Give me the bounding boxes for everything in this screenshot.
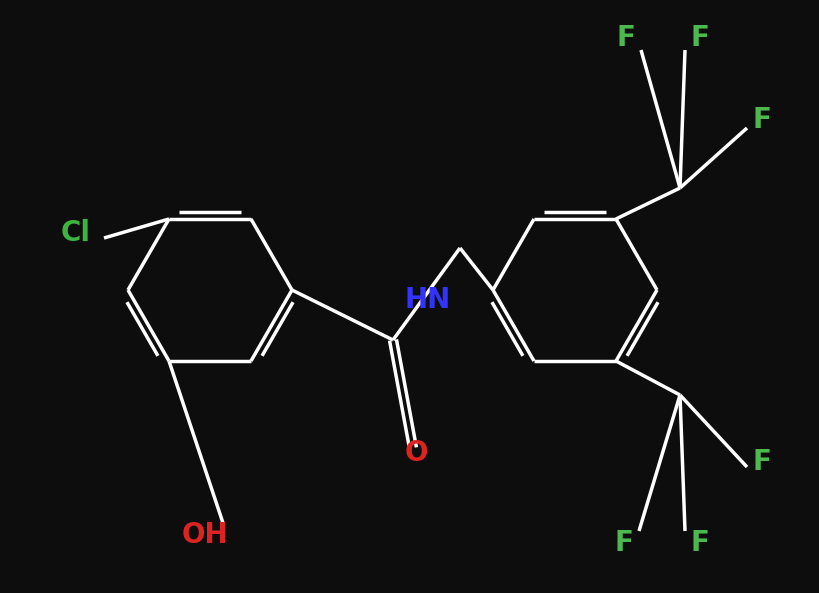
Text: F: F [752,106,771,134]
Text: HN: HN [405,286,450,314]
Text: F: F [690,24,708,52]
Text: F: F [613,529,632,557]
Text: F: F [752,448,771,476]
Text: F: F [616,24,635,52]
Text: O: O [404,439,428,467]
Text: OH: OH [182,521,228,549]
Text: F: F [690,529,708,557]
Text: Cl: Cl [61,219,91,247]
